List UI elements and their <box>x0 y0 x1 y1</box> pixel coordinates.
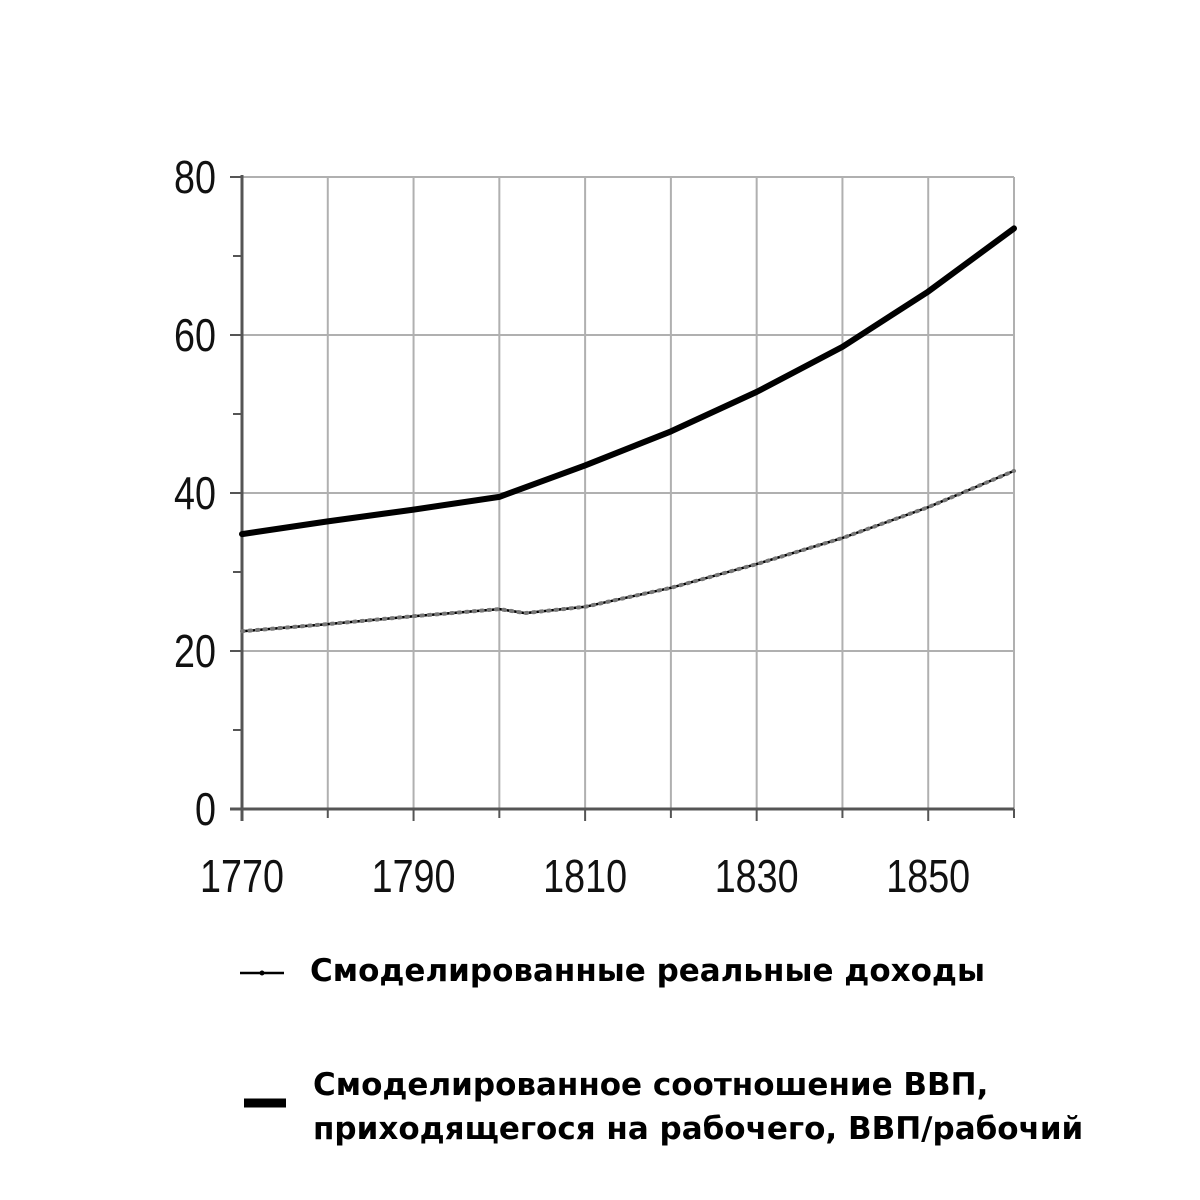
series-lines <box>239 225 1017 634</box>
legend-swatch-real-income-dot <box>259 970 265 976</box>
axes <box>230 175 1015 821</box>
x-tick-label-1810: 1810 <box>543 850 627 901</box>
y-tick-label-80: 80 <box>174 151 216 202</box>
tick-labels: 0 20 40 60 80 1770 1790 1810 1830 1850 <box>174 151 970 901</box>
series-line-real-income-markers <box>240 468 1016 634</box>
grid-lines <box>242 176 1015 809</box>
x-tick-label-1830: 1830 <box>715 850 799 901</box>
legend-swatches <box>240 970 286 1108</box>
y-tick-label-0: 0 <box>195 783 216 834</box>
x-tick-label-1770: 1770 <box>200 850 284 901</box>
y-tick-label-60: 60 <box>174 309 216 360</box>
y-tick-label-40: 40 <box>174 467 216 518</box>
series-line-gdp-per-worker <box>239 225 1017 538</box>
x-tick-label-1850: 1850 <box>886 850 970 901</box>
series-line-real-income <box>241 469 1015 633</box>
x-tick-label-1790: 1790 <box>372 850 456 901</box>
y-tick-label-20: 20 <box>174 625 216 676</box>
